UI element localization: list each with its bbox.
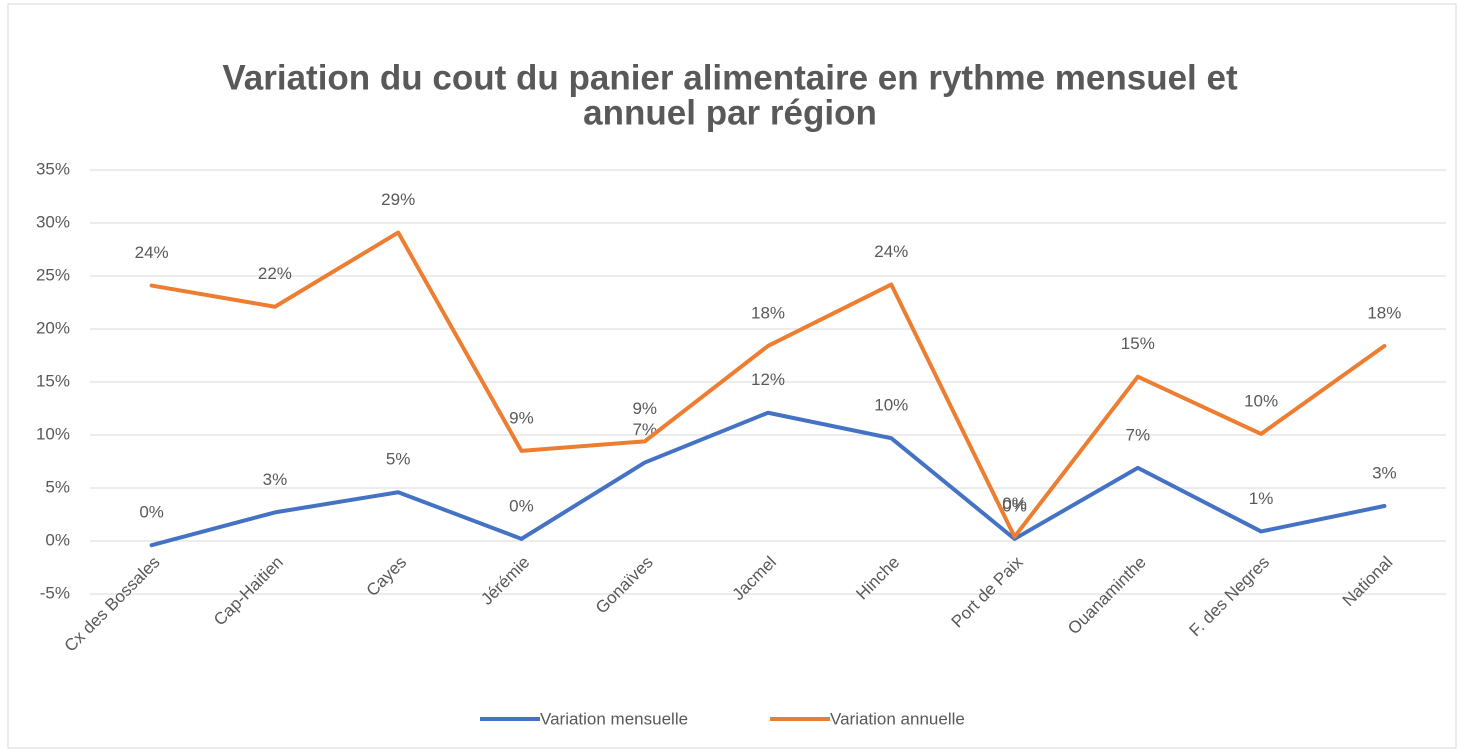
series-line: [149, 410, 1387, 548]
chart-title: Variation du cout du panier alimentaire …: [222, 58, 1238, 97]
y-tick-label: 20%: [36, 318, 70, 337]
data-label: 18%: [1367, 303, 1401, 322]
data-label: 10%: [1244, 391, 1278, 410]
legend-label: Variation annuelle: [830, 709, 965, 728]
data-label: 29%: [381, 190, 415, 209]
data-label: 12%: [751, 370, 785, 389]
data-label: 3%: [263, 470, 288, 489]
legend-label: Variation mensuelle: [540, 709, 688, 728]
data-label: 24%: [874, 242, 908, 261]
y-tick-label: 0%: [45, 530, 70, 549]
data-label: 1%: [1249, 489, 1274, 508]
y-tick-label: -5%: [40, 583, 70, 602]
data-label: 9%: [632, 399, 657, 418]
y-tick-label: 10%: [36, 424, 70, 443]
data-label: 10%: [874, 396, 908, 415]
data-label: 9%: [509, 408, 534, 427]
data-label: 0%: [509, 496, 534, 515]
y-tick-label: 15%: [36, 371, 70, 390]
y-tick-label: 25%: [36, 265, 70, 284]
data-label: 22%: [258, 264, 292, 283]
y-tick-label: 5%: [45, 477, 70, 496]
y-tick-label: 35%: [36, 159, 70, 178]
data-label: 5%: [386, 450, 411, 469]
data-label: 0%: [1002, 494, 1027, 513]
y-tick-label: 30%: [36, 212, 70, 231]
data-label: 3%: [1372, 464, 1397, 483]
data-label: 0%: [1002, 496, 1027, 515]
data-label: 18%: [751, 303, 785, 322]
data-label: 24%: [135, 243, 169, 262]
series-line: [149, 230, 1387, 539]
chart-title: annuel par région: [583, 93, 877, 132]
data-label: 7%: [1126, 425, 1151, 444]
data-label: 0%: [139, 503, 164, 522]
data-label: 15%: [1121, 334, 1155, 353]
